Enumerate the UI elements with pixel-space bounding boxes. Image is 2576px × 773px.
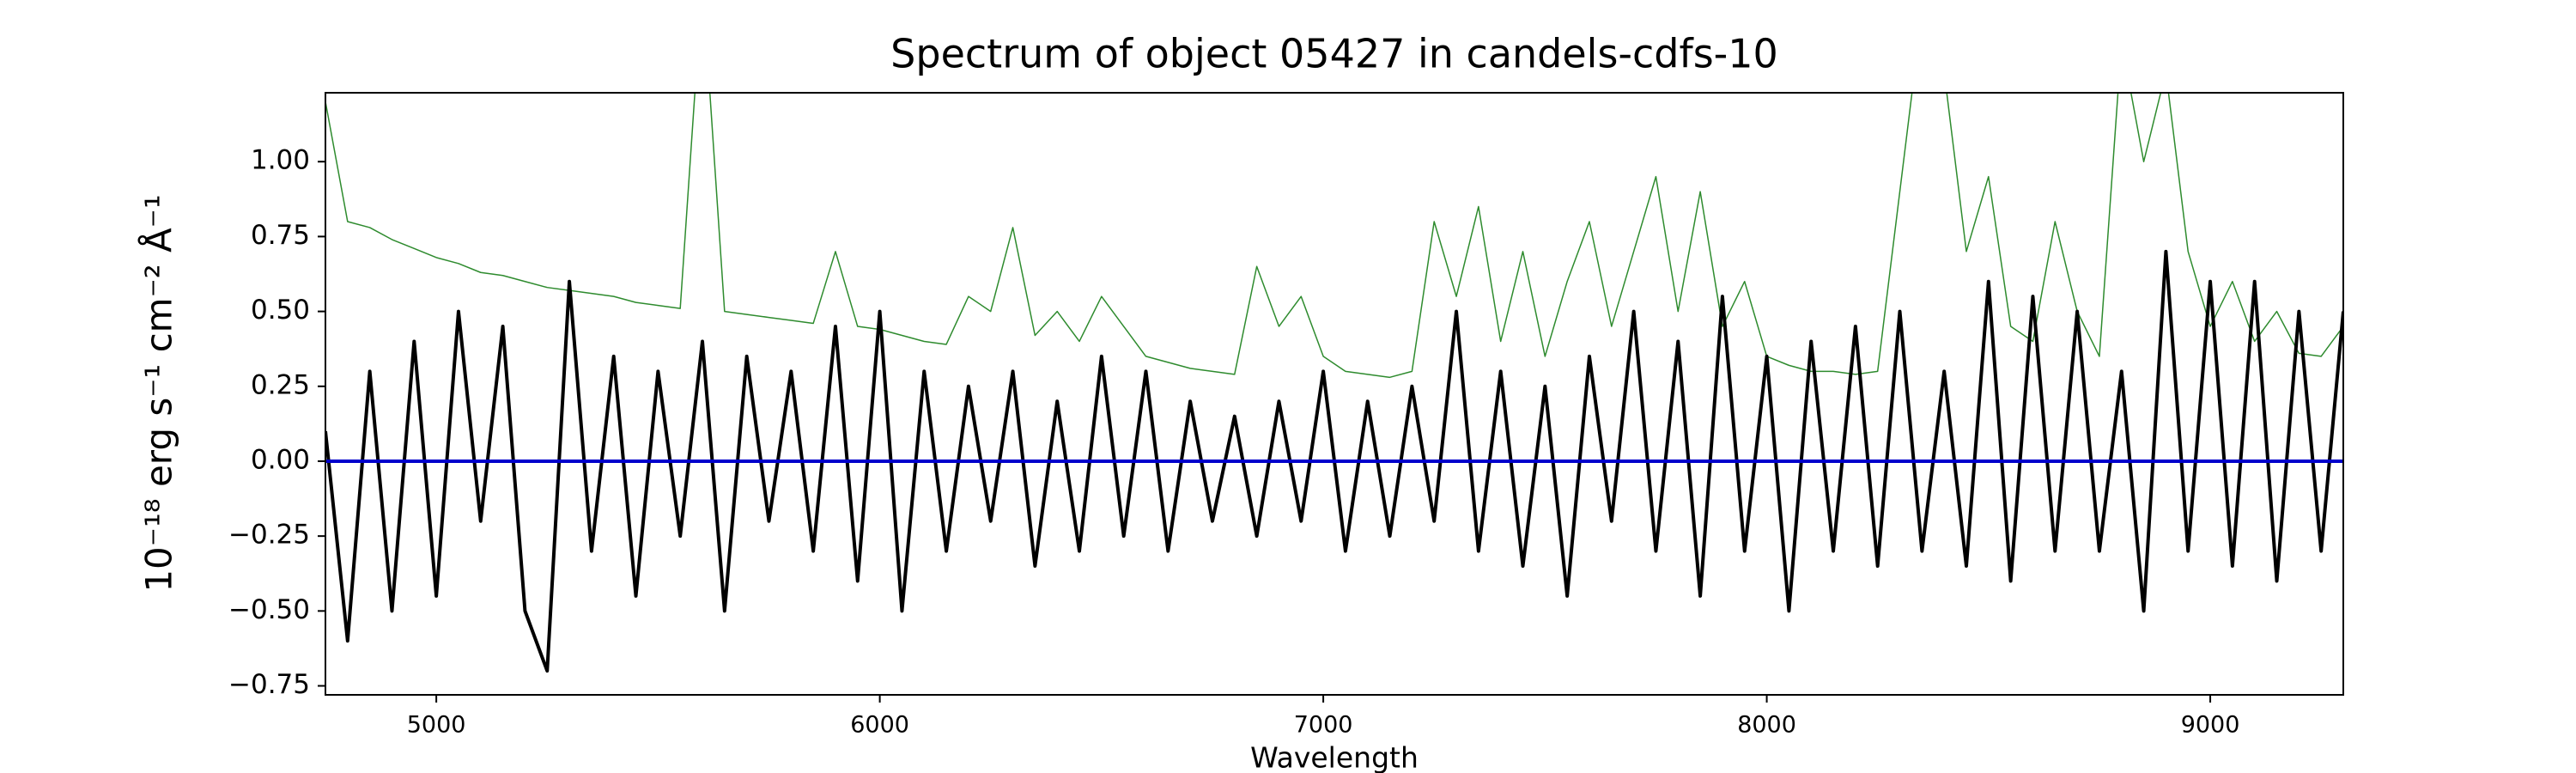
plot-area <box>325 93 2343 673</box>
x-tick-label: 5000 <box>407 712 466 739</box>
x-tick-label: 6000 <box>850 712 909 739</box>
y-axis-label: 10⁻¹⁸ erg s⁻¹ cm⁻² Å⁻¹ <box>137 194 180 592</box>
x-tick-label: 8000 <box>1737 712 1796 739</box>
spectrum-line <box>325 93 2343 379</box>
x-axis-label: Wavelength <box>1250 741 1419 773</box>
chart-title: Spectrum of object 05427 in candels-cdfs… <box>890 31 1778 77</box>
y-tick-label: −0.25 <box>228 520 310 551</box>
y-tick-label: 0.75 <box>251 220 310 251</box>
x-tick-label: 7000 <box>1294 712 1353 739</box>
axes-frame <box>325 92 2344 696</box>
y-tick-label: 0.50 <box>251 295 310 326</box>
y-tick-label: 1.00 <box>251 145 310 176</box>
y-tick-label: 0.25 <box>251 369 310 400</box>
y-tick-label: −0.50 <box>228 594 310 625</box>
x-tick-label: 9000 <box>2181 712 2240 739</box>
y-tick-label: −0.75 <box>228 669 310 700</box>
y-tick-label: 0.00 <box>251 444 310 475</box>
